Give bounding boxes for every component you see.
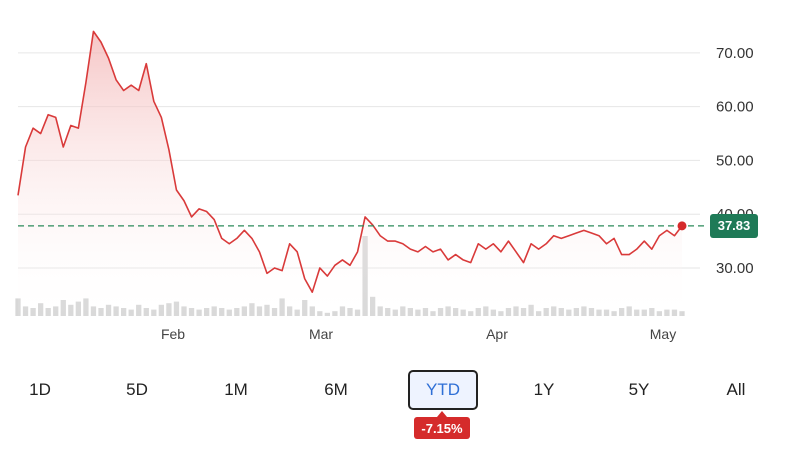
range-selector: 1D 5D 1M 6M YTD 1Y 5Y All xyxy=(0,370,810,414)
range-tab-5y[interactable]: 5Y xyxy=(628,380,650,399)
ytd-change-badge: -7.15% xyxy=(414,411,470,439)
y-tick-label: 30.00 xyxy=(716,260,754,277)
x-tick-label: May xyxy=(650,326,676,342)
range-tab-1d[interactable]: 1D xyxy=(29,380,51,399)
range-tab-all[interactable]: All xyxy=(726,380,746,399)
range-tab-1m[interactable]: 1M xyxy=(224,380,248,399)
x-tick-label: Feb xyxy=(161,326,185,342)
range-tab-ytd[interactable]: YTD xyxy=(408,370,478,410)
price-line xyxy=(17,30,683,293)
range-tab-6m[interactable]: 6M xyxy=(324,380,348,399)
y-tick-label: 50.00 xyxy=(716,152,754,169)
price-area xyxy=(18,31,682,317)
current-price-badge: 37.83 xyxy=(710,213,758,238)
current-price-dot xyxy=(677,221,687,231)
y-tick-label: 70.00 xyxy=(716,45,754,62)
range-tab-5d[interactable]: 5D xyxy=(126,380,148,399)
y-tick-label: 60.00 xyxy=(716,99,754,116)
x-tick-label: Apr xyxy=(486,326,508,342)
range-tab-1y[interactable]: 1Y xyxy=(533,380,555,399)
x-tick-label: Mar xyxy=(309,326,333,342)
